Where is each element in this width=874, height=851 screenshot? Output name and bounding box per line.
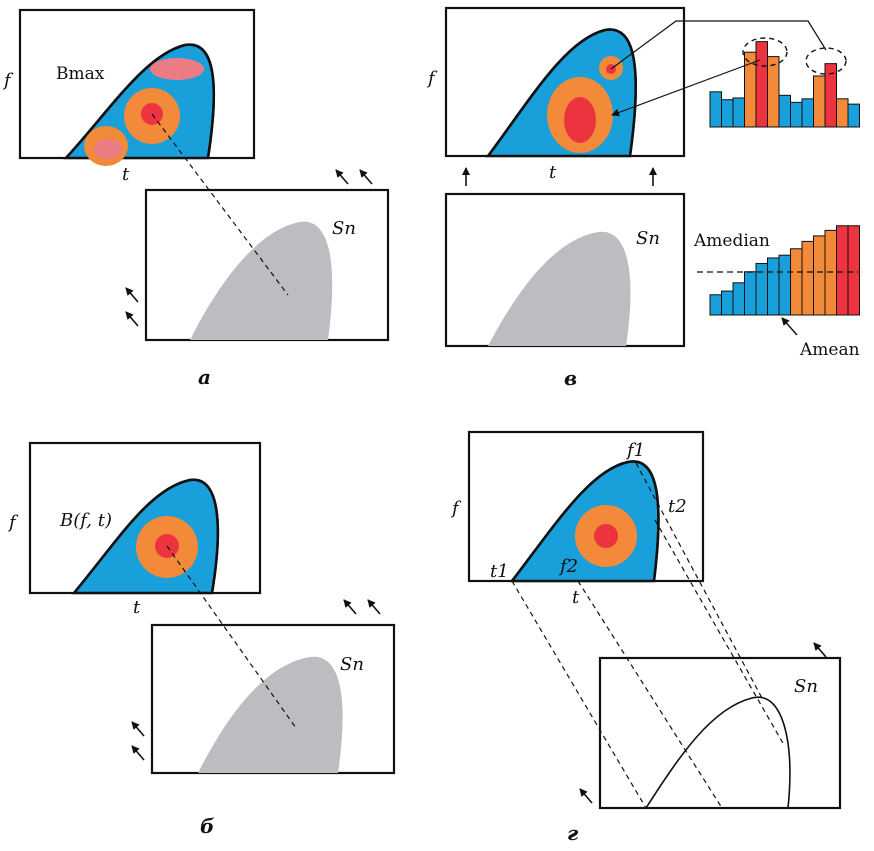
panel-a-f-label: f xyxy=(2,70,14,91)
panel-v-sorted-histogram-bar xyxy=(801,240,814,316)
panel-v-peak-histogram-bar xyxy=(755,41,768,128)
panel-b-caption: б xyxy=(200,814,214,838)
panel-v-amean-label: Amean xyxy=(799,340,860,360)
panel-v-pointer-line xyxy=(611,59,761,117)
panel-v-sorted-histogram-bar xyxy=(767,257,780,316)
panel-g-caption: г xyxy=(567,821,579,845)
panel-b-sn-shape xyxy=(198,656,343,773)
panel-b: Sn B(f, t) f t б xyxy=(7,441,396,838)
panel-g-sn-curve xyxy=(645,696,791,809)
panel-b-arrow-1 xyxy=(343,599,357,615)
panel-a-arrow-2 xyxy=(359,169,373,185)
panel-b-arrow-2 xyxy=(367,599,381,615)
panel-g-dash-t1 xyxy=(511,580,647,809)
panel-v-sn-label: Sn xyxy=(636,228,660,249)
panel-b-b-label: B(f, t) xyxy=(59,510,112,531)
panel-v-sorted-histogram-bar xyxy=(836,225,849,316)
panel-v-peak-circle-2 xyxy=(805,47,847,75)
panel-v-bracket-line xyxy=(610,20,827,70)
panel-v-sorted-histogram-bar xyxy=(824,229,837,316)
panel-v-sorted-histogram-bar xyxy=(744,271,757,316)
panel-v-f-label: f xyxy=(426,68,438,89)
panel-a-arrow-3 xyxy=(125,287,139,303)
panel-v-peak-histogram-bar xyxy=(709,91,722,128)
panel-g: Sn f t f1 t2 t1 f2 г xyxy=(450,430,842,845)
panel-g-sn-frame xyxy=(598,656,842,810)
panel-g-arrow-2 xyxy=(579,788,593,804)
panel-g-t1-label: t1 xyxy=(490,561,509,582)
panel-g-arrow-1 xyxy=(813,642,827,658)
panel-v-peak-histogram-bar xyxy=(801,98,814,128)
panel-v-sorted-histogram-bar xyxy=(813,235,826,316)
panel-v-peak-histogram-bar xyxy=(824,63,837,128)
panel-a-pink-spot-top xyxy=(150,58,204,80)
panel-b-f-label: f xyxy=(7,512,19,533)
panel-a-projection-line xyxy=(151,113,289,296)
panel-a-sn-shape xyxy=(190,221,333,340)
panel-b-t-label: t xyxy=(133,597,141,618)
panel-v-sorted-histogram-bar xyxy=(721,290,734,316)
panel-v-peak-histogram-bar xyxy=(721,99,734,128)
panel-v-red-spot xyxy=(564,97,596,143)
panel-v-peak-circle-1 xyxy=(742,37,788,67)
panel-b-projection-line xyxy=(166,545,297,729)
panel-v-peak-histogram-bar xyxy=(790,101,803,128)
panel-a-arrow-1 xyxy=(335,169,349,185)
panel-g-f2-label: f2 xyxy=(558,556,578,577)
panel-v-sorted-histogram-bar xyxy=(732,282,745,316)
panel-v-peak-histogram-bar xyxy=(778,94,791,128)
panel-v-amedian-label: Amedian xyxy=(693,231,770,251)
panel-a-caption: а xyxy=(198,365,211,389)
panel-v-peak-histogram-bar xyxy=(836,98,849,128)
panel-v-peak-histogram-bar xyxy=(813,75,826,128)
panel-g-f1-label: f1 xyxy=(625,440,645,461)
panel-g-f-label: f xyxy=(450,498,462,519)
panel-v-sorted-histogram xyxy=(709,225,860,316)
panel-v: Sn f t Amedian Amean в xyxy=(426,6,860,390)
panel-v-peak-histogram xyxy=(709,41,860,128)
panel-v-caption: в xyxy=(564,366,577,390)
panel-v-sorted-histogram-bar xyxy=(790,248,803,316)
panel-g-red-spot xyxy=(594,524,618,548)
panel-v-peak-histogram-bar xyxy=(847,103,860,128)
panel-v-sorted-histogram-bar xyxy=(755,262,768,316)
panel-g-t-label: t xyxy=(572,587,580,608)
panel-v-sorted-histogram-bar xyxy=(847,225,860,316)
panel-b-sn-label: Sn xyxy=(340,654,364,675)
panel-a-arrow-4 xyxy=(125,311,139,327)
panel-g-sn-label: Sn xyxy=(794,676,818,697)
panel-v-peak-histogram-bar xyxy=(732,97,745,128)
panel-v-t-label: t xyxy=(549,162,557,183)
panel-v-peak-histogram-bar xyxy=(767,56,780,128)
panel-a-bmax-label: Bmax xyxy=(56,64,105,84)
panel-a-pink-spot-low xyxy=(94,139,122,159)
panel-b-arrow-3 xyxy=(131,721,145,737)
panel-v-amean-arrow xyxy=(781,317,798,336)
panel-v-sorted-histogram-bar xyxy=(709,294,722,316)
panel-g-dash-t2 xyxy=(654,519,785,746)
panel-v-sorted-histogram-bar xyxy=(778,254,791,316)
panel-b-arrow-4 xyxy=(131,745,145,761)
panel-a-sn-label: Sn xyxy=(332,218,356,239)
panel-g-t2-label: t2 xyxy=(668,496,687,517)
panel-v-sn-shape xyxy=(488,231,631,346)
panel-a: Sn Bmax f t а xyxy=(2,8,390,389)
panel-a-t-label: t xyxy=(122,164,130,185)
